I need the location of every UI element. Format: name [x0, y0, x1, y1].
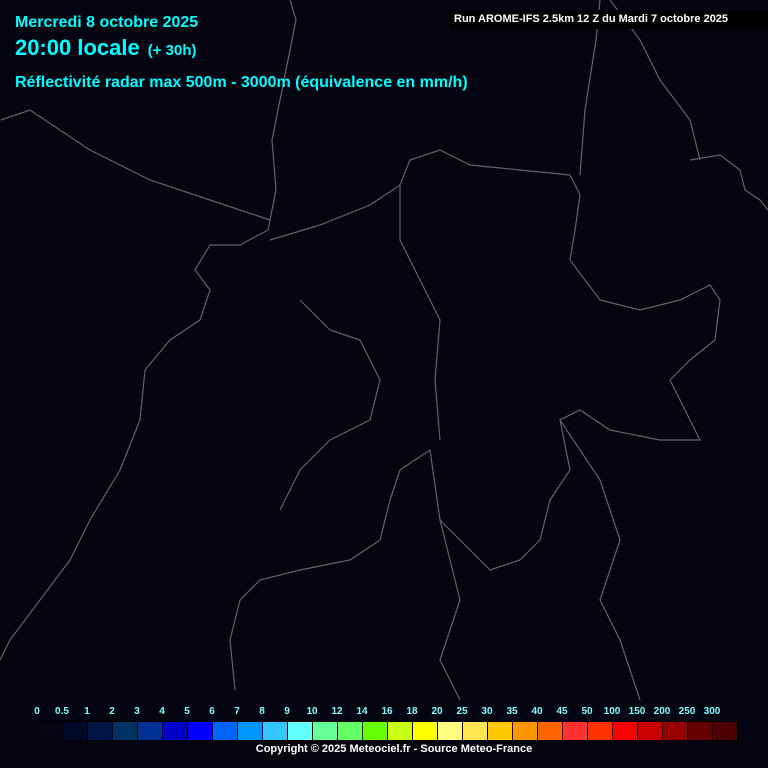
legend-swatch [688, 722, 713, 740]
legend-label: 200 [653, 706, 671, 717]
legend-label: 40 [531, 706, 543, 717]
legend-swatch [513, 722, 538, 740]
legend-label: 50 [581, 706, 593, 717]
legend-swatch [338, 722, 363, 740]
legend-label: 150 [628, 706, 646, 717]
legend-label: 16 [381, 706, 393, 717]
legend-label: 18 [406, 706, 418, 717]
legend-label: 4 [159, 706, 165, 717]
legend-swatch [413, 722, 438, 740]
legend-swatch [463, 722, 488, 740]
border-line [0, 0, 297, 661]
time-value: 20:00 locale [15, 35, 140, 60]
border-line [399, 185, 441, 441]
legend-swatch [138, 722, 163, 740]
legend-swatch [38, 722, 63, 740]
legend-label: 1 [84, 706, 90, 717]
legend-label: 35 [506, 706, 518, 717]
border-line [279, 299, 381, 511]
legend-label: 9 [284, 706, 290, 717]
border-line [439, 519, 461, 701]
legend-swatch [288, 722, 313, 740]
legend-swatch [438, 722, 463, 740]
legend-label: 0 [34, 706, 40, 717]
legend-swatch [88, 722, 113, 740]
border-line [559, 419, 641, 701]
legend-label: 10 [306, 706, 318, 717]
legend-swatch [238, 722, 263, 740]
legend-swatch [588, 722, 613, 740]
legend-swatch [613, 722, 638, 740]
legend-swatch [113, 722, 138, 740]
legend-label: 45 [556, 706, 568, 717]
legend-swatch [163, 722, 188, 740]
legend-labels: 0 0.5 1 2 3 4 5 6 7 8 9 10 12 14 16 18 20 25 30 35 40 45 50 100… [0, 706, 768, 720]
legend-label: 14 [356, 706, 368, 717]
legend-swatch [313, 722, 338, 740]
legend-label: 12 [331, 706, 343, 717]
run-info: Run AROME-IFS 2.5km 12 Z du Mardi 7 octo… [450, 10, 768, 29]
forecast-date: Mercredi 8 octobre 2025 [15, 14, 199, 31]
legend-label: 25 [456, 706, 468, 717]
legend-label: 100 [603, 706, 621, 717]
legend-swatch [388, 722, 413, 740]
parameter-title: Réflectivité radar max 500m - 3000m (équ… [15, 74, 468, 91]
legend-label: 3 [134, 706, 140, 717]
legend-label: 250 [678, 706, 696, 717]
legend-label: 30 [481, 706, 493, 717]
legend-label: 8 [259, 706, 265, 717]
legend-swatch [488, 722, 513, 740]
legend-label: 6 [209, 706, 215, 717]
border-line [0, 109, 271, 221]
legend-swatch [363, 722, 388, 740]
legend-swatch [663, 722, 688, 740]
border-line [229, 149, 721, 691]
legend-label: 7 [234, 706, 240, 717]
legend-label: 5 [184, 706, 190, 717]
legend-swatch [213, 722, 238, 740]
legend-swatch [538, 722, 563, 740]
legend-swatch [63, 722, 88, 740]
legend-swatch [638, 722, 663, 740]
time-offset: (+ 30h) [147, 42, 197, 59]
legend-label: 300 [703, 706, 721, 717]
legend-swatch [563, 722, 588, 740]
legend-label: 0.5 [55, 706, 69, 717]
copyright: Copyright © 2025 Meteociel.fr - Source M… [255, 743, 533, 755]
legend-swatch [263, 722, 288, 740]
legend-swatch [188, 722, 213, 740]
legend-label: 20 [431, 706, 443, 717]
legend-color-bar [37, 721, 739, 741]
forecast-time: 20:00 locale (+ 30h) [15, 35, 197, 61]
legend-swatch [713, 722, 738, 740]
legend-label: 2 [109, 706, 115, 717]
border-line [689, 154, 768, 211]
